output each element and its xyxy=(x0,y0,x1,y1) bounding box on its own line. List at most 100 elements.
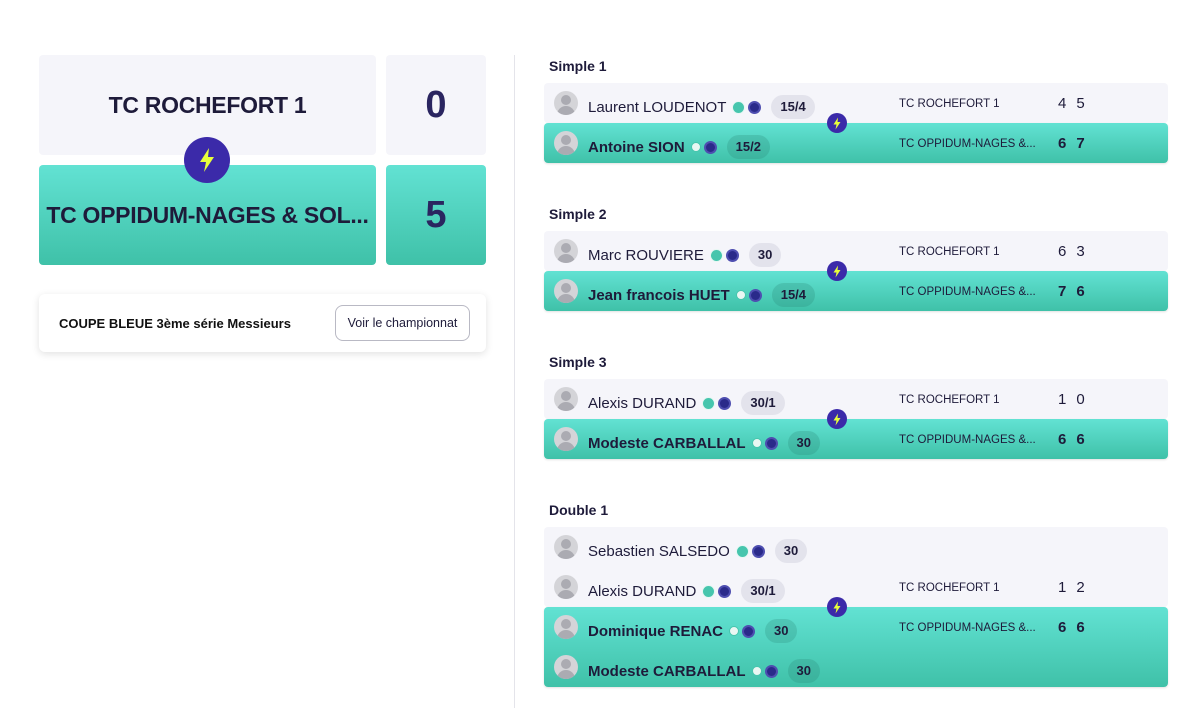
set-score: 7 xyxy=(1076,135,1085,152)
set-score: 6 xyxy=(1076,283,1085,300)
avatar xyxy=(554,535,578,559)
away-team-card[interactable]: TC OPPIDUM-NAGES & SOL... xyxy=(39,165,376,265)
ranking-badge: 30 xyxy=(787,659,820,683)
ranking-badge: 15/2 xyxy=(726,135,770,159)
player-row[interactable]: Modeste CARBALLAL 30 xyxy=(544,647,1168,687)
player-row[interactable]: Antoine SION 15/2 TC OPPIDUM-NAGES &... 6 7 xyxy=(544,123,1168,163)
set-score: 7 xyxy=(1058,283,1067,300)
set-score: 1 xyxy=(1058,579,1067,596)
player-row[interactable]: Sebastien SALSEDO 30 xyxy=(544,527,1168,567)
set-score: 3 xyxy=(1076,243,1085,260)
player-name[interactable]: Antoine SION xyxy=(588,138,685,156)
avatar xyxy=(554,575,578,599)
away-team-name: TC OPPIDUM-NAGES & SOL... xyxy=(46,201,369,228)
player-name[interactable]: Alexis DURAND xyxy=(588,394,697,412)
federation-badge-icon xyxy=(748,288,762,302)
winner-bolt-icon xyxy=(827,597,847,617)
avatar xyxy=(554,427,578,451)
player-name-line: Laurent LOUDENOT 15/4 xyxy=(588,95,815,119)
tennis-ball-icon xyxy=(751,666,762,676)
competition-card: COUPE BLEUE 3ème série Messieurs Voir le… xyxy=(39,294,486,352)
player-name[interactable]: Jean francois HUET xyxy=(588,286,730,304)
home-side: Sebastien SALSEDO 30 Alexis DURAND 30/1 TC R… xyxy=(544,527,1168,607)
club-name: TC OPPIDUM-NAGES &... xyxy=(899,286,1036,298)
ranking-badge: 15/4 xyxy=(771,95,815,119)
set-score: 6 xyxy=(1058,243,1067,260)
ranking-badge: 30 xyxy=(765,619,798,643)
player-name-line: Modeste CARBALLAL 30 xyxy=(588,659,820,683)
player-name[interactable]: Marc ROUVIERE xyxy=(588,246,704,264)
set-score: 4 xyxy=(1058,95,1067,112)
ranking-badge: 30 xyxy=(787,431,820,455)
player-name-line: Sebastien SALSEDO 30 xyxy=(588,539,808,563)
set-score: 5 xyxy=(1076,95,1085,112)
away-team-score: 5 xyxy=(425,193,447,236)
federation-badge-icon xyxy=(725,248,739,262)
home-team-score: 0 xyxy=(425,83,447,126)
club-name: TC OPPIDUM-NAGES &... xyxy=(899,434,1036,446)
tennis-ball-icon xyxy=(702,396,716,410)
player-row[interactable]: Dominique RENAC 30 TC OPPIDUM-NAGES &... 6 6 xyxy=(544,607,1168,647)
player-name[interactable]: Modeste CARBALLAL xyxy=(588,434,746,452)
club-name: TC ROCHEFORT 1 xyxy=(899,582,1000,594)
home-score-card: 0 xyxy=(386,55,486,155)
player-name-line: Antoine SION 15/2 xyxy=(588,135,770,159)
player-row[interactable]: Jean francois HUET 15/4 TC OPPIDUM-NAGES &… xyxy=(544,271,1168,311)
set-score: 1 xyxy=(1058,391,1067,408)
player-name[interactable]: Laurent LOUDENOT xyxy=(588,98,727,116)
set-score: 6 xyxy=(1058,619,1067,636)
avatar xyxy=(554,655,578,679)
avatar xyxy=(554,239,578,263)
tennis-ball-icon xyxy=(732,100,746,114)
player-name[interactable]: Modeste CARBALLAL xyxy=(588,662,746,680)
player-name-line: Alexis DURAND 30/1 xyxy=(588,391,785,415)
player-name[interactable]: Dominique RENAC xyxy=(588,622,723,640)
match-title: Simple 1 xyxy=(549,58,607,74)
ranking-badge: 30/1 xyxy=(741,579,785,603)
federation-badge-icon xyxy=(748,100,762,114)
player-name[interactable]: Sebastien SALSEDO xyxy=(588,542,730,560)
avatar xyxy=(554,387,578,411)
federation-badge-icon xyxy=(764,436,778,450)
tennis-ball-icon xyxy=(702,584,716,598)
match-title: Simple 2 xyxy=(549,206,607,222)
avatar xyxy=(554,131,578,155)
tennis-ball-icon xyxy=(690,142,701,152)
away-side: Dominique RENAC 30 TC OPPIDUM-NAGES &... 6 6… xyxy=(544,607,1168,687)
tennis-ball-icon xyxy=(735,544,749,558)
panel-divider xyxy=(514,55,515,708)
federation-badge-icon xyxy=(764,664,778,678)
federation-badge-icon xyxy=(703,140,717,154)
avatar xyxy=(554,91,578,115)
tennis-ball-icon xyxy=(751,438,762,448)
set-score: 6 xyxy=(1076,431,1085,448)
ranking-badge: 30 xyxy=(748,243,782,267)
home-team-name: TC ROCHEFORT 1 xyxy=(108,91,307,118)
set-score: 0 xyxy=(1076,391,1085,408)
away-score-card: 5 xyxy=(386,165,486,265)
avatar xyxy=(554,279,578,303)
set-score: 6 xyxy=(1076,619,1085,636)
avatar xyxy=(554,615,578,639)
federation-badge-icon xyxy=(751,544,765,558)
player-row[interactable]: Modeste CARBALLAL 30 TC OPPIDUM-NAGES &...… xyxy=(544,419,1168,459)
player-name[interactable]: Alexis DURAND xyxy=(588,582,697,600)
winner-bolt-icon xyxy=(184,137,230,183)
view-championship-button[interactable]: Voir le championnat xyxy=(335,305,470,341)
federation-badge-icon xyxy=(742,624,755,638)
set-score: 6 xyxy=(1058,431,1067,448)
club-name: TC OPPIDUM-NAGES &... xyxy=(899,138,1036,150)
club-name: TC ROCHEFORT 1 xyxy=(899,394,1000,406)
match-title: Double 1 xyxy=(549,502,609,518)
